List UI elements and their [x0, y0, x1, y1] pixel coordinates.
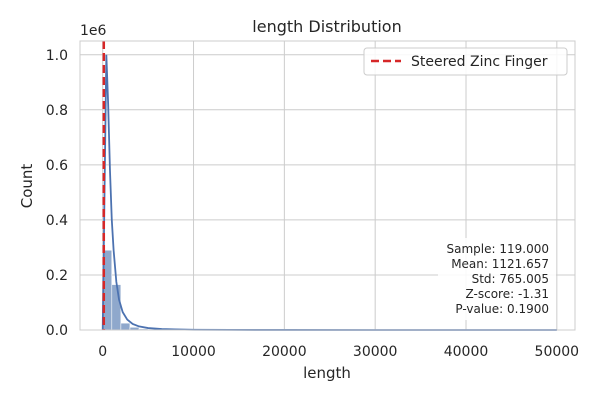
- x-tick-label: 10000: [171, 344, 216, 360]
- stats-box: Sample: 119.000 Mean: 1121.657 Std: 765.…: [438, 238, 556, 320]
- legend: Steered Zinc Finger: [363, 47, 568, 76]
- y-tick-label: 0.4: [46, 213, 68, 229]
- x-tick-label: 20000: [262, 344, 307, 360]
- y-tick-label: 0.8: [46, 103, 68, 119]
- histogram-bar: [120, 322, 131, 331]
- x-axis-label: length: [303, 364, 351, 382]
- chart-title: length Distribution: [252, 17, 401, 36]
- x-tick-labels: 0 10000 20000 30000 40000 50000: [98, 344, 579, 360]
- histogram-bar: [111, 284, 122, 331]
- y-axis-multiplier-label: 1e6: [80, 23, 107, 39]
- x-tick-label: 50000: [535, 344, 580, 360]
- legend-entry-label: Steered Zinc Finger: [411, 54, 548, 70]
- stats-line-std: Std: 765.005: [472, 272, 549, 286]
- x-tick-label: 40000: [444, 344, 489, 360]
- y-tick-label: 0.6: [46, 158, 68, 174]
- y-tick-label: 1.0: [46, 48, 68, 64]
- stats-line-zscore: Z-score: -1.31: [466, 287, 550, 301]
- stats-line-pvalue: P-value: 0.1900: [455, 302, 549, 316]
- y-tick-labels: 0.0 0.2 0.4 0.6 0.8 1.0: [46, 48, 68, 339]
- y-tick-label: 0.0: [46, 323, 68, 339]
- x-tick-label: 30000: [353, 344, 398, 360]
- stats-box-background: [438, 238, 556, 320]
- y-axis-label: Count: [18, 164, 36, 209]
- legend-box: [363, 47, 568, 76]
- x-tick-label: 0: [98, 344, 107, 360]
- stats-line-mean: Mean: 1121.657: [451, 257, 549, 271]
- y-tick-label: 0.2: [46, 268, 68, 284]
- histogram-bars: [102, 249, 158, 331]
- stats-line-sample: Sample: 119.000: [447, 242, 549, 256]
- axes-frame: [79, 40, 576, 331]
